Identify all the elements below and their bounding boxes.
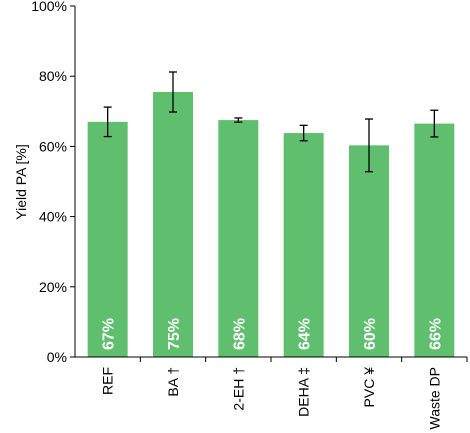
bar [87,121,128,357]
data-label: 66% [427,318,444,350]
error-bars-group [103,71,439,173]
data-label: 68% [231,318,248,350]
x-tick-label: PVC ¥ [361,367,377,408]
data-labels-group: 67% 75% 68% 64% 60% 66% [101,318,445,350]
bar [349,145,389,357]
data-label: 67% [101,318,118,350]
bars-group [87,91,455,358]
bar [218,120,259,357]
y-tick-label: 40% [39,209,67,225]
x-tick-label: BA † [165,367,181,397]
data-label: 75% [166,318,183,350]
y-tick-label: 0% [47,349,67,365]
data-label: 60% [362,318,379,350]
bar [283,133,324,357]
y-tick-label: 60% [39,138,67,154]
data-label: 64% [297,318,314,350]
x-tick-label: REF [100,367,116,395]
x-tick-label: 2-EH † [230,367,246,411]
x-tick-label: Waste DP [426,367,442,430]
bar [414,123,455,358]
y-tick-label: 100% [31,0,67,14]
x-tick-label: DEHA ‡ [296,367,312,417]
x-ticks-group: REF BA † 2-EH † DEHA ‡ PVC ¥ Waste DP [100,357,468,430]
y-tick-label: 80% [39,68,67,84]
y-ticks-group: 0% 20% 40% 60% 80% 100% [31,0,75,365]
y-tick-label: 20% [39,279,67,295]
y-axis-title: Yield PA [%] [13,144,29,219]
bar [153,91,193,358]
